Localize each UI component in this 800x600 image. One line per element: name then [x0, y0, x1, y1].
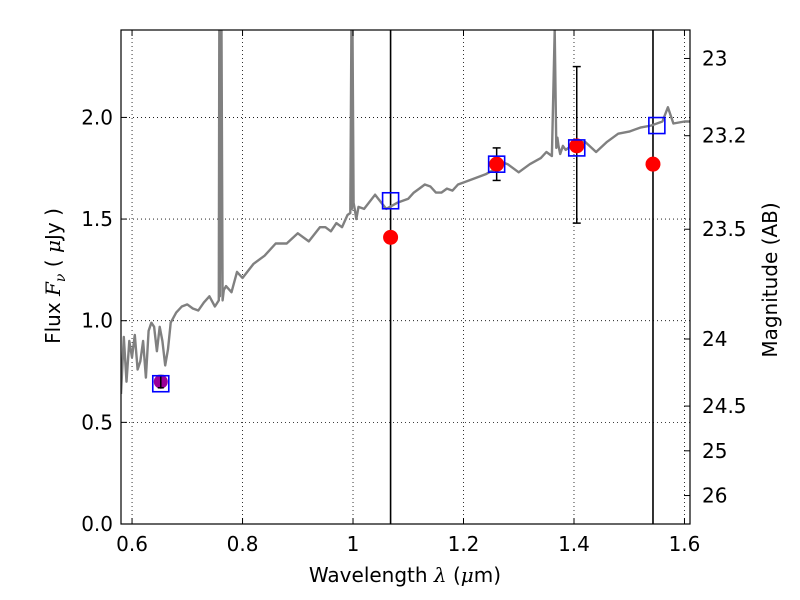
y-tick-label: 2.0	[81, 105, 113, 129]
y2-tick-label: 24	[702, 327, 727, 351]
model-point	[487, 155, 506, 173]
y-tick-label: 0.5	[81, 410, 113, 434]
y2-tick-label: 23.5	[702, 217, 747, 241]
x-tick-label: 0.8	[227, 532, 259, 556]
y-tick-label: 1.5	[81, 207, 113, 231]
x-axis-label: Wavelength λ (μm)	[309, 563, 501, 587]
observed-point	[645, 156, 661, 172]
y-axis-label: Flux Fν ( μJy )	[41, 208, 69, 344]
model-point	[381, 191, 400, 210]
observed-point	[383, 229, 399, 245]
model-point	[567, 139, 586, 157]
model-point	[151, 374, 170, 393]
x-tick-label: 1.4	[558, 532, 590, 556]
x-tick-label: 1	[347, 532, 360, 556]
y2-tick-label: 23.2	[702, 124, 747, 148]
plot-frame	[120, 29, 691, 525]
y2-tick-label: 26	[702, 484, 727, 508]
y2-axis-label: Magnitude (AB)	[758, 202, 782, 357]
grid-lines	[121, 30, 690, 525]
x-tick-label: 0.6	[116, 532, 148, 556]
axis-ticks: 0.6 0.8 1 1.2 1.4 1.6 0.0 0.5 1.0 1.5 2.0 23 23.2 23.…	[81, 30, 747, 556]
y-tick-label: 1.0	[81, 309, 113, 333]
y2-tick-label: 25	[702, 439, 727, 463]
y2-tick-label: 24.5	[702, 394, 747, 418]
plot-series	[121, 30, 690, 524]
y-tick-label: 0.0	[81, 512, 113, 536]
x-tick-label: 1.2	[448, 532, 480, 556]
model-spectrum-line	[121, 30, 690, 394]
observed-point	[569, 138, 585, 154]
y2-tick-label: 23	[702, 46, 727, 70]
observed-point	[489, 156, 505, 172]
x-tick-label: 1.6	[669, 532, 701, 556]
model-point	[648, 116, 666, 135]
